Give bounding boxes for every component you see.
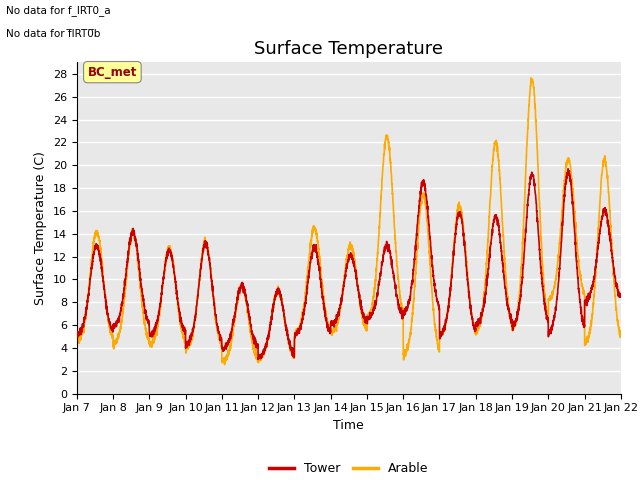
Tower bbox=[189, 325, 197, 331]
Tower bbox=[254, 357, 262, 362]
Arable bbox=[617, 334, 625, 340]
Tower bbox=[566, 171, 573, 177]
Title: Surface Temperature: Surface Temperature bbox=[254, 40, 444, 58]
Tower bbox=[564, 166, 572, 172]
Arable bbox=[73, 337, 81, 343]
Arable bbox=[402, 350, 410, 356]
Text: No data for f_IRT0_a: No data for f_IRT0_a bbox=[6, 5, 111, 16]
Legend: Tower, Arable: Tower, Arable bbox=[264, 457, 433, 480]
Tower bbox=[402, 308, 410, 313]
Tower bbox=[225, 336, 232, 342]
Line: Arable: Arable bbox=[77, 78, 621, 365]
Arable bbox=[225, 350, 233, 356]
Line: Tower: Tower bbox=[77, 169, 621, 360]
X-axis label: Time: Time bbox=[333, 419, 364, 432]
Arable bbox=[221, 362, 228, 368]
Tower bbox=[617, 294, 625, 300]
Text: BC_met: BC_met bbox=[88, 66, 137, 79]
Tower bbox=[73, 329, 81, 335]
Tower bbox=[617, 294, 625, 300]
Arable bbox=[566, 157, 573, 163]
Arable bbox=[617, 333, 625, 338]
Y-axis label: Surface Temperature (C): Surface Temperature (C) bbox=[35, 151, 47, 305]
Tower bbox=[412, 245, 419, 251]
Arable bbox=[189, 329, 197, 335]
Text: No data for f̅IRT0̅b: No data for f̅IRT0̅b bbox=[6, 29, 100, 39]
Arable bbox=[412, 271, 419, 276]
Arable bbox=[527, 75, 535, 81]
